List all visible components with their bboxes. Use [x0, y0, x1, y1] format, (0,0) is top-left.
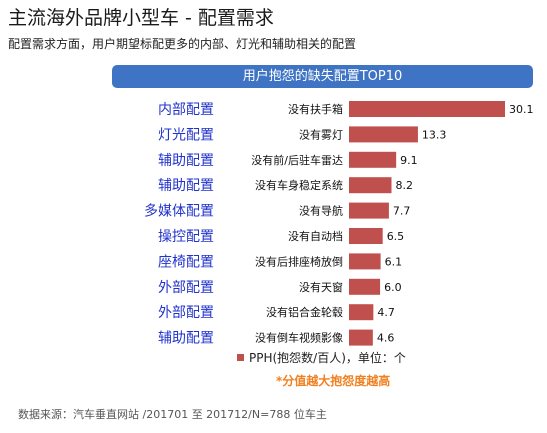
bar [349, 253, 381, 270]
legend-swatch [237, 354, 244, 361]
category-label: 没有导航 [299, 204, 343, 218]
chart-note: *分值越大抱怨度越高 [276, 373, 390, 388]
legend-label: PPH(抱怨数/百人)，单位：个 [249, 350, 406, 365]
category-label: 没有扶手箱 [288, 102, 343, 116]
bar [349, 329, 373, 346]
chart-legend: PPH(抱怨数/百人)，单位：个 *分值越大抱怨度越高 [237, 350, 406, 388]
bar [349, 202, 389, 219]
chart-banner: 用户抱怨的缺失配置TOP10 [112, 65, 533, 88]
value-label: 9.1 [400, 154, 418, 167]
group-label: 辅助配置 [158, 178, 214, 194]
group-label: 外部配置 [158, 305, 214, 321]
category-label: 没有前/后驻车雷达 [251, 153, 343, 167]
page-subtitle: 配置需求方面，用户期望标配更多的内部、灯光和辅助相关的配置 [8, 37, 357, 51]
value-label: 6.0 [384, 281, 402, 294]
category-label: 没有车身稳定系统 [255, 178, 343, 192]
value-label: 4.6 [377, 332, 395, 345]
category-label: 没有雾灯 [299, 127, 343, 141]
group-label: 座椅配置 [158, 254, 214, 270]
group-label: 灯光配置 [158, 127, 214, 143]
category-label: 没有天窗 [299, 280, 343, 294]
group-label: 辅助配置 [158, 331, 214, 347]
value-label: 6.5 [387, 230, 405, 243]
value-label: 7.7 [393, 205, 411, 218]
value-label: 8.2 [395, 179, 413, 192]
bar [349, 278, 381, 295]
bar [349, 177, 392, 194]
value-label: 6.1 [385, 255, 403, 268]
group-label: 内部配置 [158, 102, 214, 118]
bar [349, 228, 383, 244]
source-footer: 数据来源：汽车垂直网站 /201701 至 201712/N=788 位车主 [18, 408, 327, 421]
bar [349, 151, 397, 168]
value-label: 13.3 [422, 128, 447, 141]
value-label: 4.7 [377, 306, 395, 319]
bar [349, 126, 418, 143]
category-label: 没有自动档 [288, 229, 343, 243]
category-label: 没有后排座椅放倒 [255, 254, 343, 268]
bar [349, 304, 374, 321]
bar [349, 101, 505, 117]
value-label: 30.1 [509, 103, 534, 116]
page-title: 主流海外品牌小型车 - 配置需求 [8, 7, 274, 29]
group-label: 操控配置 [158, 229, 214, 245]
group-label: 多媒体配置 [144, 203, 214, 220]
category-label: 没有倒车视频影像 [255, 331, 343, 345]
group-label: 外部配置 [158, 280, 214, 296]
category-label: 没有铝合金轮毂 [266, 305, 343, 319]
group-label: 辅助配置 [158, 153, 214, 169]
